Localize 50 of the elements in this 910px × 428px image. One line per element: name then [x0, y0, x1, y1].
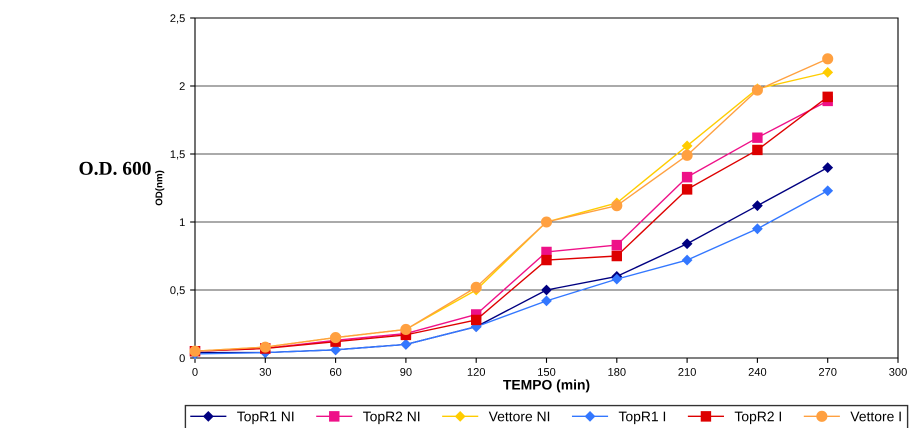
point — [470, 314, 482, 326]
point — [822, 92, 833, 102]
x-tick-label: 90 — [400, 368, 412, 376]
point — [822, 186, 833, 196]
y-tick-label: 2 — [180, 82, 185, 90]
point — [541, 284, 552, 296]
point — [752, 200, 763, 211]
legend-label: TopR1 NI — [237, 412, 294, 424]
point — [612, 240, 622, 250]
x-tick-label: 0 — [192, 368, 198, 376]
y-tick-label: 2,5 — [170, 14, 185, 24]
point — [470, 282, 482, 293]
x-tick-label: 180 — [608, 368, 626, 376]
x-tick-label: 150 — [538, 368, 556, 376]
point — [682, 184, 692, 195]
point — [541, 296, 552, 306]
point — [822, 162, 833, 173]
point — [682, 254, 692, 266]
legend-label: Vettore I — [850, 412, 901, 422]
x-tick-label: 120 — [468, 368, 486, 376]
y-tick-label: 0 — [180, 354, 185, 362]
point — [752, 224, 763, 234]
legend-label: Vettore NI — [488, 412, 550, 422]
point — [611, 200, 622, 212]
x-tick-label: 300 — [889, 368, 907, 376]
x-tick-label: 270 — [818, 368, 837, 376]
y-axis-title: OD(nm) — [155, 170, 164, 206]
point — [822, 67, 833, 78]
point — [682, 140, 692, 151]
point — [752, 132, 763, 143]
legend-label: TopR1 I — [618, 412, 666, 424]
x-tick-label: 30 — [260, 368, 272, 376]
x-tick-label: 60 — [330, 368, 342, 376]
point — [612, 250, 622, 262]
point — [682, 238, 692, 249]
point — [752, 144, 763, 156]
legend-label: TopR2 NI — [363, 412, 420, 424]
point — [612, 274, 622, 284]
x-tick-label: 210 — [678, 368, 696, 376]
point — [541, 254, 552, 266]
y-tick-label: 1 — [180, 218, 185, 226]
y-tick-label: 1,5 — [170, 150, 185, 160]
y-tick-label: 0,5 — [170, 286, 185, 296]
legend-label: TopR2 I — [734, 412, 781, 424]
point — [682, 150, 693, 161]
x-axis-title: TEMPO (min) — [503, 379, 590, 392]
point — [822, 53, 834, 64]
x-tick-label: 240 — [748, 368, 766, 376]
point — [682, 172, 692, 182]
text: O.D. 600 — [79, 162, 151, 175]
